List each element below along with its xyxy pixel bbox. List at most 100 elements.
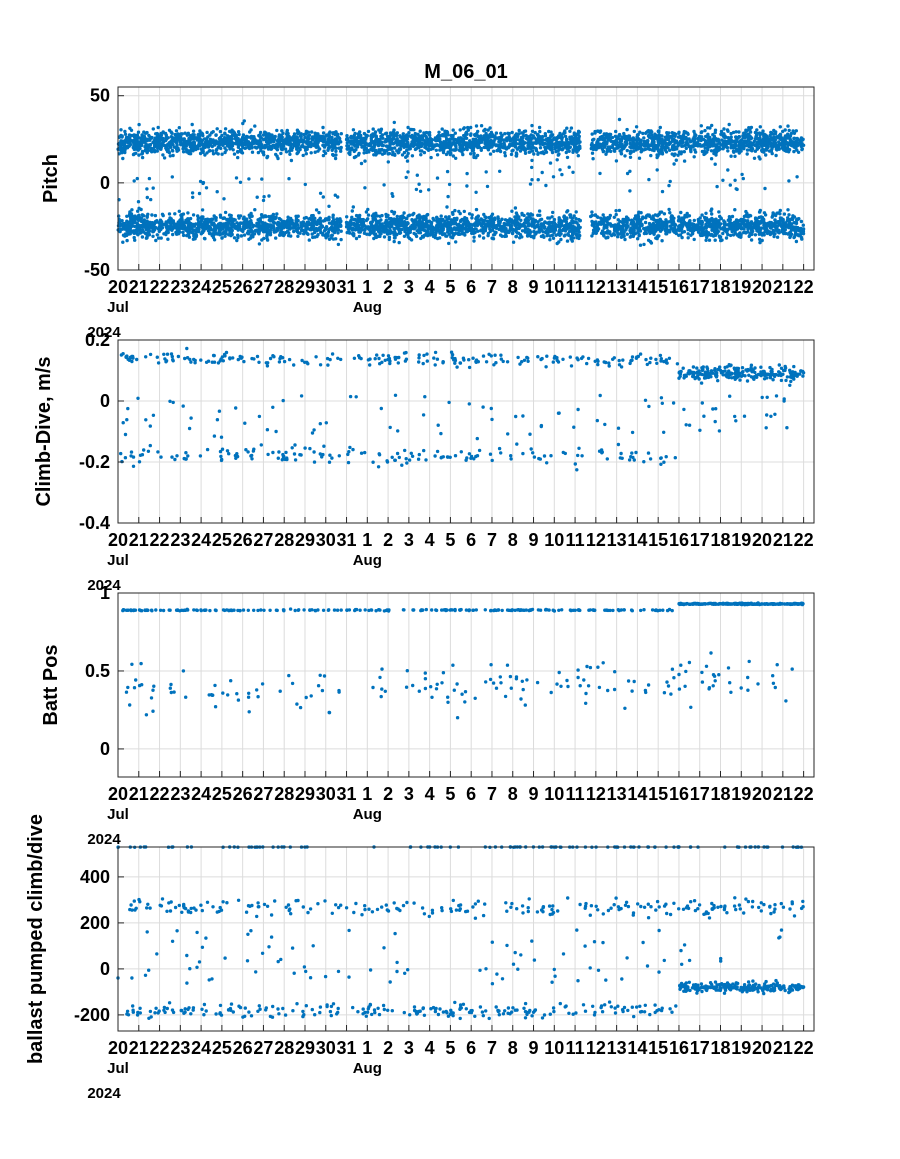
data-point [578,218,582,223]
data-point [249,134,254,139]
data-point [750,149,754,153]
data-point [527,141,531,146]
data-point [171,143,175,147]
data-point [398,135,403,139]
data-point [745,152,749,156]
data-point [560,137,564,141]
data-point [406,142,410,146]
data-point [773,141,778,145]
data-point [404,145,408,149]
data-point [237,132,241,137]
data-point [204,137,208,141]
data-point [717,234,722,238]
data-point [165,149,170,154]
data-point [200,131,204,135]
data-point [357,133,362,137]
data-point [767,149,772,153]
data-point [123,129,127,134]
data-point [554,137,558,142]
data-point [236,143,240,147]
data-point [520,143,524,147]
data-point [170,131,174,135]
data-point [230,133,235,137]
data-point [119,128,123,132]
data-point [257,242,262,246]
data-point [422,131,426,135]
data-point [618,149,622,153]
data-point [200,138,205,142]
data-point [182,146,186,150]
data-point [668,211,672,215]
data-point [380,147,384,152]
data-point [703,128,707,133]
data-point [737,130,741,134]
data-point [296,131,300,135]
data-point [137,122,141,127]
data-point [570,230,575,234]
data-point [755,128,759,132]
data-point [475,153,480,158]
data-point [442,141,446,145]
data-point [604,152,608,156]
data-point [369,141,373,145]
data-point [572,141,576,146]
data-point [274,152,278,157]
data-point [258,130,263,135]
data-point [259,140,263,144]
data-point [185,150,189,154]
data-point [369,147,373,152]
data-point [715,139,719,143]
data-point [726,149,730,153]
data-point [156,141,160,146]
data-point [232,152,237,156]
data-point [482,145,486,150]
data-point [247,237,251,241]
data-point [550,145,554,149]
data-point [363,159,367,163]
data-point [178,135,182,139]
data-point [345,134,349,138]
data-point [412,128,416,132]
data-point [277,135,281,139]
data-point [742,230,746,235]
data-point [220,152,224,156]
data-point [301,153,305,158]
data-point [445,205,449,209]
data-point [596,129,600,133]
data-point [447,145,451,150]
data-point [717,210,721,214]
data-point [191,133,195,137]
data-point [674,158,678,162]
data-point [534,147,538,151]
data-point [471,148,476,153]
data-point [725,128,730,132]
data-point [425,140,429,144]
data-point [321,125,325,130]
data-point [558,143,562,148]
data-point [396,141,400,146]
data-point [330,135,334,140]
data-point [751,142,755,147]
data-point [181,212,186,216]
data-point [392,137,396,141]
data-point [769,137,773,142]
data-point [431,146,435,151]
data-point [391,130,396,134]
data-point [362,151,366,155]
data-point [722,135,727,140]
data-point [212,214,216,218]
data-point [668,148,672,152]
data-point [737,151,741,155]
data-point [364,147,368,151]
data-point [801,223,805,227]
data-point [316,138,320,142]
data-point [532,152,536,156]
data-point [678,233,683,237]
data-point [771,145,775,149]
data-point [636,147,640,151]
data-point [673,147,678,151]
data-point [211,152,216,156]
data-point [173,212,177,216]
data-point [617,208,622,213]
data-point [373,130,378,134]
